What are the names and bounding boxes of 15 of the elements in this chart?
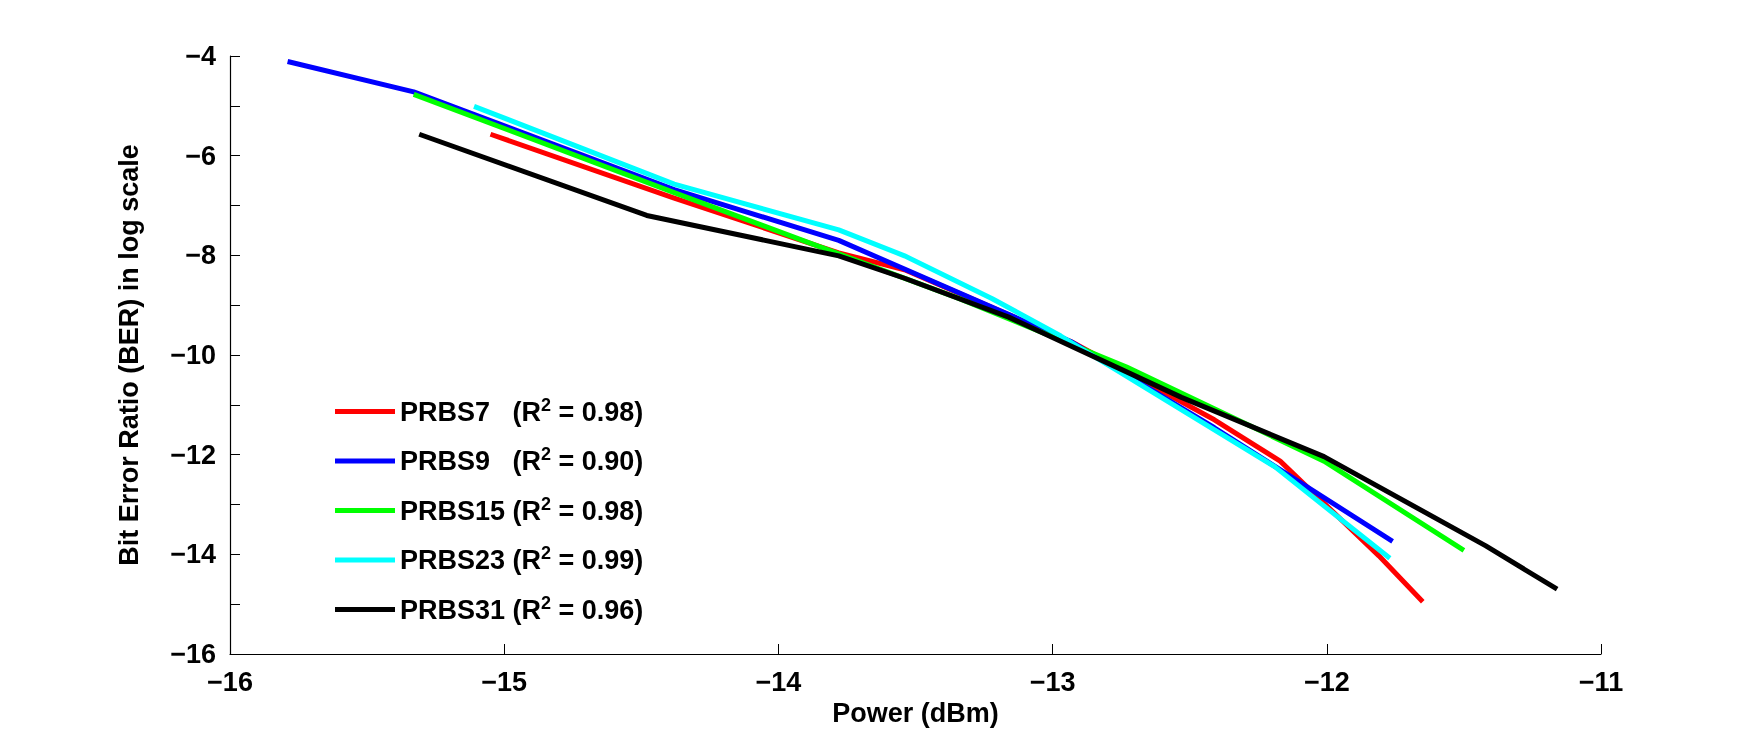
x-tick-label: −11: [1578, 666, 1624, 697]
y-tick-label: −16: [170, 639, 216, 669]
y-tick-label: −4: [185, 41, 216, 71]
y-tick-label: −10: [170, 340, 216, 370]
x-tick-label: −12: [1303, 666, 1350, 697]
x-tick-label: −16: [207, 666, 253, 697]
x-tick-label: −14: [755, 666, 802, 697]
x-tick-label: −13: [1029, 666, 1076, 697]
x-tick-label: −15: [481, 666, 528, 697]
y-tick-label: −6: [185, 140, 216, 171]
y-axis-title: Bit Error Ratio (BER) in log scale: [113, 144, 144, 566]
x-axis-title: Power (dBm): [832, 698, 999, 729]
y-tick-label: −12: [170, 439, 216, 470]
y-tick-label: −14: [170, 539, 216, 570]
y-tick-label: −8: [185, 240, 216, 271]
